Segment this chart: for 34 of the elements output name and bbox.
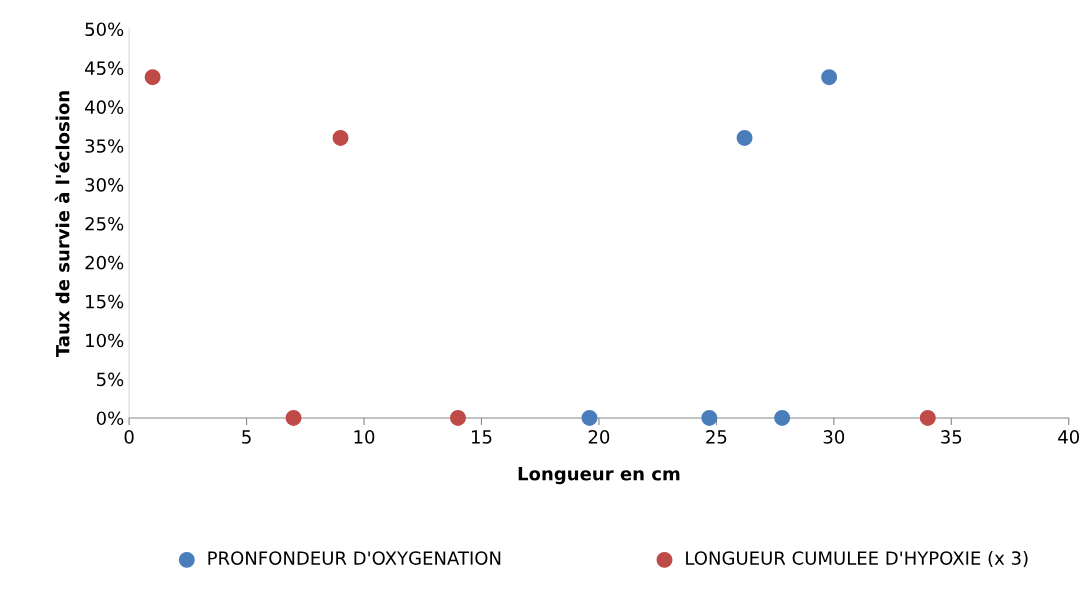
x-tick-label: 35	[941, 430, 962, 444]
y-tick-label: 25%	[85, 216, 124, 231]
x-axis-title: Longueur en cm	[518, 467, 680, 485]
y-tick-label: 45%	[85, 61, 124, 76]
point	[919, 409, 936, 426]
y-tick-label: 20%	[85, 255, 124, 270]
legend-label: LONGUEUR CUMULEE D'HYPOXIE (x 3)	[686, 550, 1028, 568]
y-tick-label: 5%	[97, 372, 124, 387]
y-tick-label: 0%	[96, 411, 124, 426]
legend-label: PRONFONDEUR D'OXYGENATION	[208, 551, 501, 565]
x-tick-label: 10	[354, 430, 375, 444]
x-tick-label: 40	[1058, 430, 1080, 444]
y-tick-label: 50%	[85, 22, 124, 37]
point	[581, 409, 598, 426]
point	[701, 409, 718, 426]
y-tick-label: 30%	[85, 178, 124, 192]
point	[332, 129, 349, 146]
x-tick-label: 15	[471, 430, 492, 444]
x-tick-label: 25	[706, 430, 727, 444]
x-tick-label: 5	[242, 430, 251, 444]
y-tick-label: 10%	[86, 333, 124, 348]
point	[774, 409, 791, 426]
point	[450, 409, 466, 426]
x-tick-label: 20	[588, 430, 610, 444]
y-tick-label: 15%	[86, 294, 124, 309]
x-tick-label: 30	[823, 430, 845, 444]
point	[144, 69, 161, 86]
y-tick-label: 35%	[85, 139, 124, 153]
y-axis-title: Taux de survie à l'éclosion	[54, 91, 70, 358]
point	[285, 409, 302, 426]
y-tick-label: 40%	[85, 100, 124, 114]
point	[821, 69, 838, 86]
x-tick-label: 0	[124, 430, 134, 444]
point	[736, 129, 753, 146]
